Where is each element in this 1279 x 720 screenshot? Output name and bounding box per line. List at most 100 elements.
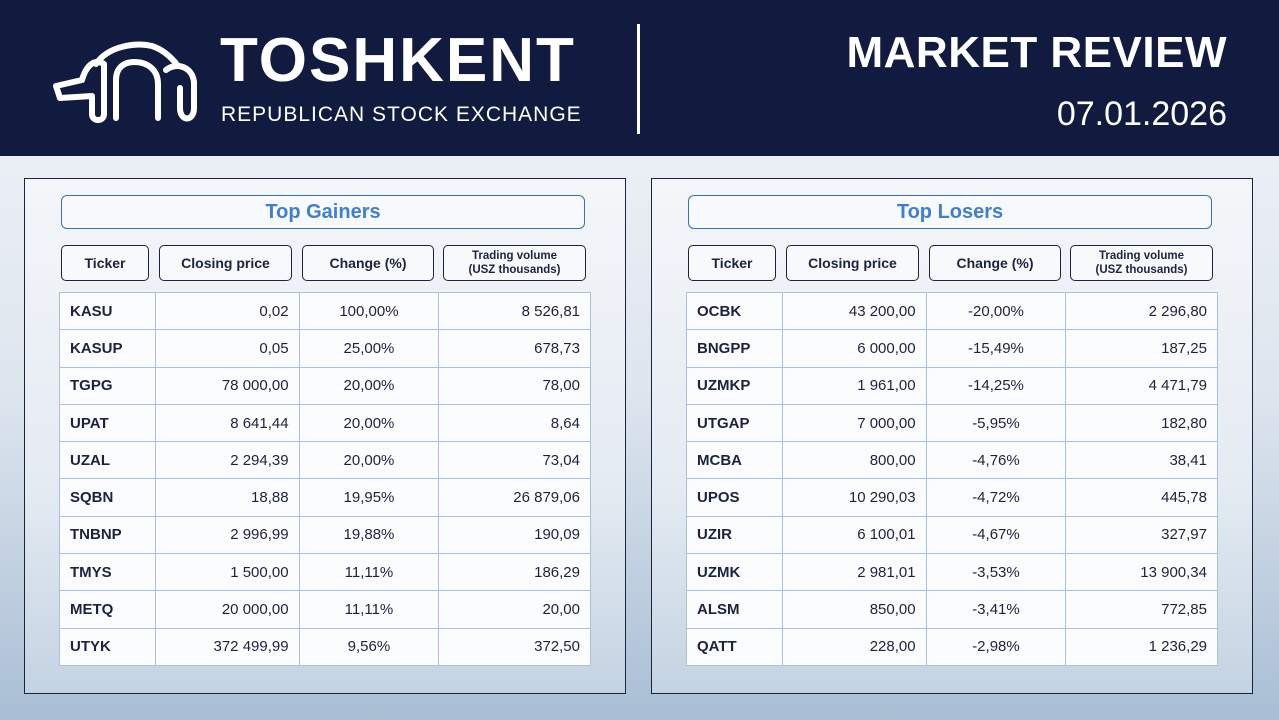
price-cell: 2 981,01 <box>781 553 927 592</box>
ticker-cell: OCBK <box>686 291 783 331</box>
table-row: UZAL 2 294,39 20,00% 73,04 <box>59 441 591 480</box>
col-header-closing-price: Closing price <box>786 245 919 281</box>
volume-cell: 78,00 <box>438 366 591 405</box>
col-header-volume-line2: (USZ thousands) <box>1095 264 1188 276</box>
change-cell: -4,72% <box>925 478 1067 517</box>
change-cell: 19,95% <box>298 478 440 517</box>
table-row: KASUP 0,05 25,00% 678,73 <box>59 329 591 368</box>
header-divider <box>637 24 640 134</box>
change-cell: 25,00% <box>298 329 440 368</box>
change-cell: 11,11% <box>298 590 440 629</box>
volume-cell: 1 236,29 <box>1065 627 1218 666</box>
volume-cell: 772,85 <box>1065 590 1218 629</box>
brand-title: TOSHKENT <box>220 26 576 95</box>
table-row: BNGPP 6 000,00 -15,49% 187,25 <box>686 329 1218 368</box>
market-review-title: MARKET REVIEW <box>846 28 1227 77</box>
ticker-cell: UTYK <box>59 627 156 666</box>
review-date: 07.01.2026 <box>1056 95 1227 133</box>
table-row: UTYK 372 499,99 9,56% 372,50 <box>59 627 591 666</box>
table-row: TNBNP 2 996,99 19,88% 190,09 <box>59 515 591 555</box>
volume-cell: 8,64 <box>438 403 591 443</box>
change-cell: 19,88% <box>298 515 440 555</box>
ticker-cell: QATT <box>686 627 783 666</box>
ticker-cell: METQ <box>59 590 156 629</box>
table-row: QATT 228,00 -2,98% 1 236,29 <box>686 627 1218 666</box>
col-header-change: Change (%) <box>302 245 434 281</box>
volume-cell: 20,00 <box>438 590 591 629</box>
change-cell: -2,98% <box>925 627 1067 666</box>
ticker-cell: KASU <box>59 291 156 331</box>
ticker-cell: UZIR <box>686 515 783 555</box>
price-cell: 800,00 <box>781 441 927 480</box>
volume-cell: 73,04 <box>438 441 591 480</box>
volume-cell: 678,73 <box>438 329 591 368</box>
table-row: KASU 0,02 100,00% 8 526,81 <box>59 291 591 331</box>
table-row: UZIR 6 100,01 -4,67% 327,97 <box>686 515 1218 555</box>
table-row: SQBN 18,88 19,95% 26 879,06 <box>59 478 591 517</box>
change-cell: -5,95% <box>925 403 1067 443</box>
price-cell: 850,00 <box>781 590 927 629</box>
table-row: UTGAP 7 000,00 -5,95% 182,80 <box>686 403 1218 443</box>
volume-cell: 38,41 <box>1065 441 1218 480</box>
col-header-volume: Trading volume (USZ thousands) <box>443 245 586 281</box>
price-cell: 0,05 <box>154 329 300 368</box>
change-cell: -3,53% <box>925 553 1067 592</box>
col-header-ticker: Ticker <box>61 245 149 281</box>
ticker-cell: ALSM <box>686 590 783 629</box>
ticker-cell: TMYS <box>59 553 156 592</box>
top-losers-title: Top Losers <box>688 195 1212 229</box>
table-row: OCBK 43 200,00 -20,00% 2 296,80 <box>686 291 1218 331</box>
ticker-cell: UZAL <box>59 441 156 480</box>
ticker-cell: UZMK <box>686 553 783 592</box>
price-cell: 6 000,00 <box>781 329 927 368</box>
col-header-change: Change (%) <box>929 245 1061 281</box>
volume-cell: 186,29 <box>438 553 591 592</box>
price-cell: 6 100,01 <box>781 515 927 555</box>
price-cell: 18,88 <box>154 478 300 517</box>
table-row: UZMKP 1 961,00 -14,25% 4 471,79 <box>686 366 1218 405</box>
top-losers-panel: Top Losers Ticker Closing price Change (… <box>651 178 1253 694</box>
table-row: METQ 20 000,00 11,11% 20,00 <box>59 590 591 629</box>
price-cell: 8 641,44 <box>154 403 300 443</box>
ticker-cell: TGPG <box>59 366 156 405</box>
table-row: MCBA 800,00 -4,76% 38,41 <box>686 441 1218 480</box>
volume-cell: 8 526,81 <box>438 291 591 331</box>
ticker-cell: BNGPP <box>686 329 783 368</box>
ticker-cell: KASUP <box>59 329 156 368</box>
volume-cell: 372,50 <box>438 627 591 666</box>
ticker-cell: SQBN <box>59 478 156 517</box>
ticker-cell: UTGAP <box>686 403 783 443</box>
col-header-volume: Trading volume (USZ thousands) <box>1070 245 1213 281</box>
volume-cell: 13 900,34 <box>1065 553 1218 592</box>
col-header-closing-price: Closing price <box>159 245 292 281</box>
col-header-volume-line1: Trading volume <box>1099 250 1184 262</box>
ticker-cell: MCBA <box>686 441 783 480</box>
price-cell: 372 499,99 <box>154 627 300 666</box>
price-cell: 43 200,00 <box>781 291 927 331</box>
change-cell: -4,76% <box>925 441 1067 480</box>
ticker-cell: UPAT <box>59 403 156 443</box>
change-cell: -15,49% <box>925 329 1067 368</box>
price-cell: 1 500,00 <box>154 553 300 592</box>
change-cell: -20,00% <box>925 291 1067 331</box>
price-cell: 2 294,39 <box>154 441 300 480</box>
change-cell: -14,25% <box>925 366 1067 405</box>
ticker-cell: UPOS <box>686 478 783 517</box>
change-cell: 20,00% <box>298 441 440 480</box>
price-cell: 1 961,00 <box>781 366 927 405</box>
volume-cell: 327,97 <box>1065 515 1218 555</box>
volume-cell: 182,80 <box>1065 403 1218 443</box>
volume-cell: 445,78 <box>1065 478 1218 517</box>
price-cell: 20 000,00 <box>154 590 300 629</box>
price-cell: 2 996,99 <box>154 515 300 555</box>
change-cell: 20,00% <box>298 403 440 443</box>
exchange-logo-icon <box>53 41 197 123</box>
brand-subtitle: REPUBLICAN STOCK EXCHANGE <box>221 103 582 126</box>
gainers-table: KASU 0,02 100,00% 8 526,81 KASUP 0,05 25,00% 6… <box>59 291 591 666</box>
header-banner: TOSHKENT REPUBLICAN STOCK EXCHANGE MARKE… <box>0 0 1279 156</box>
volume-cell: 187,25 <box>1065 329 1218 368</box>
col-header-volume-line2: (USZ thousands) <box>468 264 561 276</box>
change-cell: 100,00% <box>298 291 440 331</box>
top-gainers-title: Top Gainers <box>61 195 585 229</box>
table-row: UZMK 2 981,01 -3,53% 13 900,34 <box>686 553 1218 592</box>
